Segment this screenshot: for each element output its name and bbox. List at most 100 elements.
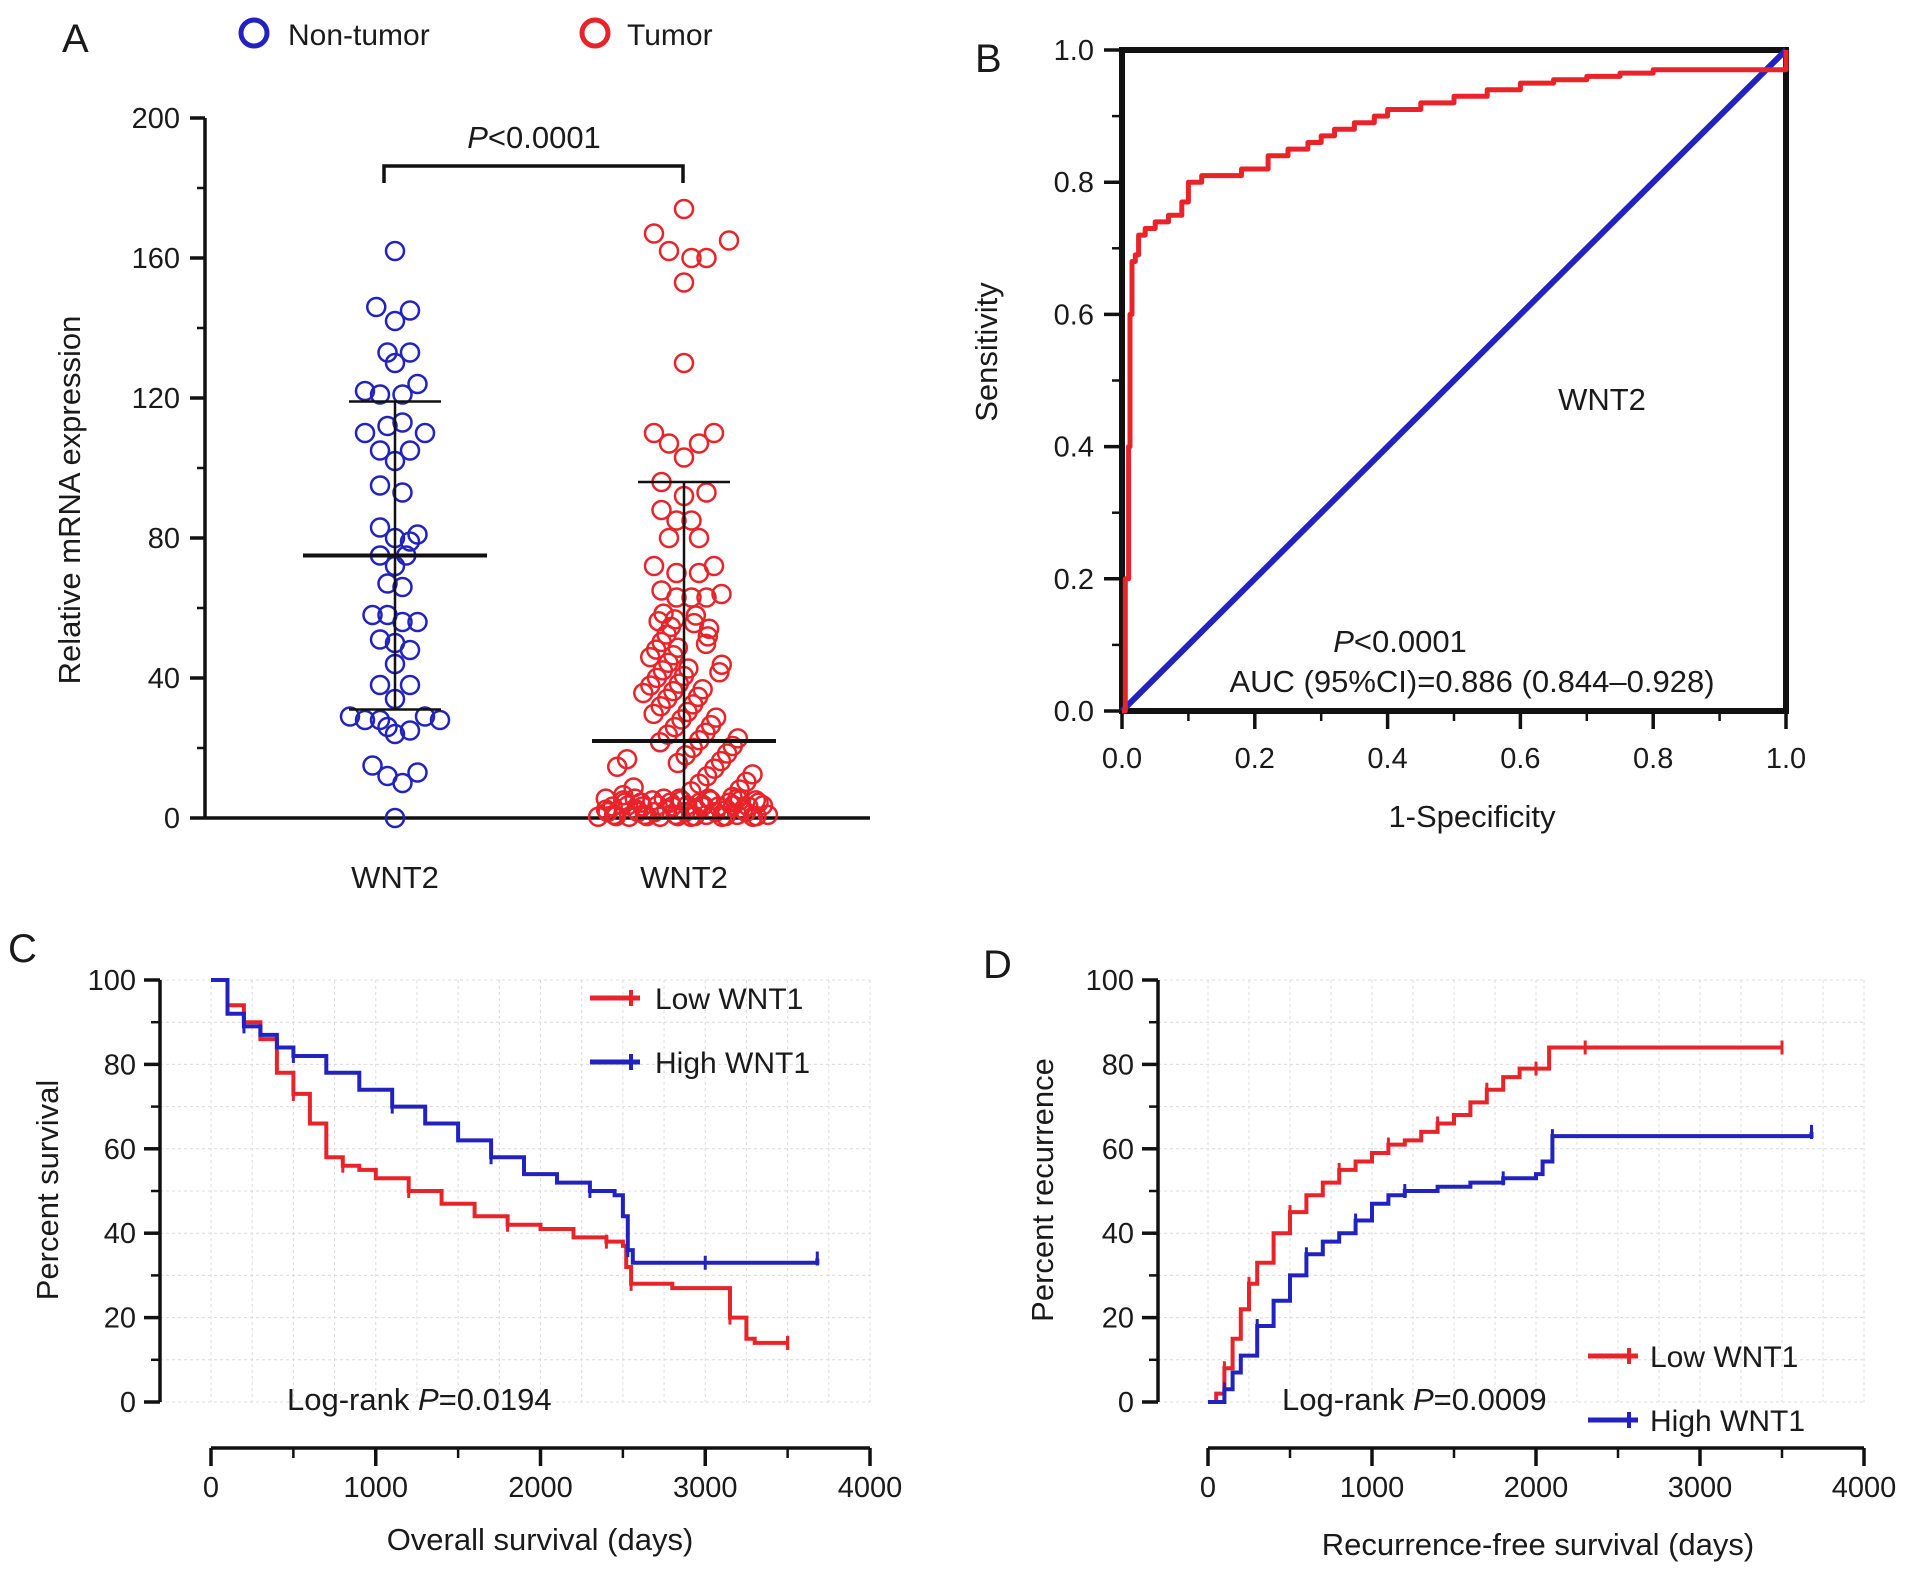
roc-lines — [1119, 47, 1789, 714]
tumor-point — [643, 422, 665, 444]
y-tick-label: 80 — [104, 1049, 136, 1081]
y-tick-label: 40 — [104, 1218, 136, 1250]
non-tumor-point — [369, 709, 391, 731]
logrank-p-symbol: P — [1413, 1382, 1434, 1417]
x-tick-label: 2000 — [508, 1472, 573, 1504]
y-tick-label: 0.6 — [1054, 299, 1094, 331]
panel-d-recurrence: D 0 1000 2000 3000 4000 0 20 40 60 80 100 Percent … — [983, 943, 1896, 1562]
non-tumor-point — [369, 674, 391, 696]
y-axis-label: Percent recurrence — [1025, 1058, 1060, 1322]
non-tumor-point — [392, 412, 413, 433]
mean-sd-bars — [303, 400, 776, 820]
y-tick-label: 120 — [132, 383, 180, 415]
y-tick-label: 40 — [1102, 1218, 1134, 1250]
gridlines — [1158, 979, 1865, 1403]
x-tick-label: 0 — [1200, 1472, 1216, 1504]
logrank-annotation: Log-rank P=0.0194 — [287, 1382, 552, 1417]
y-tick-label: 0.4 — [1054, 432, 1094, 464]
tumor-point — [673, 352, 695, 374]
low-wnt1-curve — [211, 978, 788, 1345]
non-tumor-point — [414, 422, 436, 444]
y-ticks: 0 40 80 120 160 200 — [132, 103, 205, 835]
roc-p-value: P<0.0001 — [1333, 624, 1467, 659]
logrank-p-text: =0.0009 — [1434, 1382, 1547, 1417]
panel-a-scatter-plot: A Non-tumor Tumor Relative mRNA expressi… — [52, 17, 870, 895]
y-tick-label: 100 — [88, 965, 136, 997]
tumor-point — [681, 247, 702, 269]
y-axis-label: Sensitivity — [969, 282, 1004, 422]
non-tumor-point — [399, 531, 421, 552]
x-tick-label: 0.6 — [1500, 743, 1540, 775]
x-tick-label: 4000 — [838, 1472, 903, 1504]
non-tumor-point — [366, 296, 387, 318]
tumor-point — [685, 605, 707, 626]
non-tumor-point — [384, 807, 406, 829]
non-tumor-point — [399, 342, 421, 363]
non-tumor-point — [384, 310, 406, 332]
significance-p-value: <0.0001 — [488, 120, 601, 155]
non-tumor-point — [362, 604, 383, 626]
non-tumor-point — [399, 440, 421, 461]
tumor-point — [643, 223, 665, 244]
non-tumor-point — [362, 755, 383, 776]
x-category-label-non-tumor: WNT2 — [351, 860, 439, 895]
tumor-point — [658, 433, 680, 454]
panel-label-a: A — [62, 17, 89, 61]
tumor-point — [696, 247, 717, 269]
significance-bracket — [382, 164, 685, 183]
non-tumor-point — [392, 611, 413, 633]
non-tumor-point — [369, 629, 391, 650]
tumor-point — [643, 703, 664, 725]
non-tumor-point — [399, 639, 421, 661]
roc-auc: AUC (95%CI)=0.886 (0.844–0.928) — [1229, 664, 1714, 699]
x-axis-label: Recurrence-free survival (days) — [1322, 1527, 1754, 1562]
reference-diagonal — [1119, 47, 1789, 714]
tumor-point — [639, 646, 661, 668]
non-tumor-point — [369, 475, 391, 496]
y-tick-label: 20 — [1102, 1303, 1134, 1335]
axis-ticks: 0 1000 2000 3000 4000 0 20 40 60 80 100 — [88, 965, 903, 1504]
non-tumor-point — [399, 300, 421, 321]
tumor-point — [742, 806, 764, 827]
non-tumor-point — [399, 674, 421, 696]
y-tick-label: 200 — [132, 103, 180, 135]
tumor-point — [606, 756, 628, 778]
y-tick-label: 100 — [1086, 965, 1134, 997]
non-tumor-point — [429, 709, 451, 731]
non-tumor-point — [414, 706, 436, 727]
panel-b-roc-curve: B 0.0 0.2 0.4 0.6 0.8 1.0 0.0 0.2 0.4 0.6 0.8 1.0 S… — [969, 35, 1806, 834]
legend-label-high-wnt1: High WNT1 — [1650, 1405, 1805, 1438]
significance-p-symbol: P — [467, 120, 488, 155]
non-tumor-point — [377, 573, 398, 594]
y-tick-label: 0.0 — [1054, 696, 1094, 728]
tumor-point — [667, 805, 689, 827]
y-tick-label: 0.2 — [1054, 564, 1094, 596]
non-tumor-point — [354, 380, 376, 402]
tumor-point — [691, 796, 713, 817]
logrank-annotation: Log-rank P=0.0009 — [1282, 1382, 1547, 1417]
tumor-point — [688, 433, 710, 454]
y-tick-label: 0 — [1118, 1387, 1134, 1419]
tumor-point — [666, 510, 687, 531]
y-tick-label: 40 — [148, 663, 180, 695]
x-tick-label: 0 — [203, 1472, 219, 1504]
tumor-point — [623, 777, 644, 798]
tumor-point — [648, 610, 669, 632]
data-points — [339, 198, 779, 829]
y-tick-label: 160 — [132, 243, 180, 275]
tumor-point — [624, 788, 646, 809]
tumor-point — [695, 633, 717, 655]
non-tumor-point — [354, 709, 376, 731]
legend-label-tumor: Tumor — [627, 19, 713, 52]
tumor-point — [667, 752, 689, 774]
panel-label-c: C — [8, 927, 37, 971]
x-tick-label: 2000 — [1504, 1472, 1569, 1504]
x-tick-label: 0.2 — [1235, 743, 1275, 775]
legend: Low WNT1 High WNT1 — [1588, 1341, 1805, 1438]
y-tick-label: 60 — [104, 1134, 136, 1166]
x-tick-label: 1.0 — [1766, 743, 1806, 775]
tumor-point — [627, 801, 649, 823]
non-tumor-point — [392, 384, 413, 405]
y-tick-label: 0 — [164, 803, 180, 835]
y-tick-label: 60 — [1102, 1134, 1134, 1166]
